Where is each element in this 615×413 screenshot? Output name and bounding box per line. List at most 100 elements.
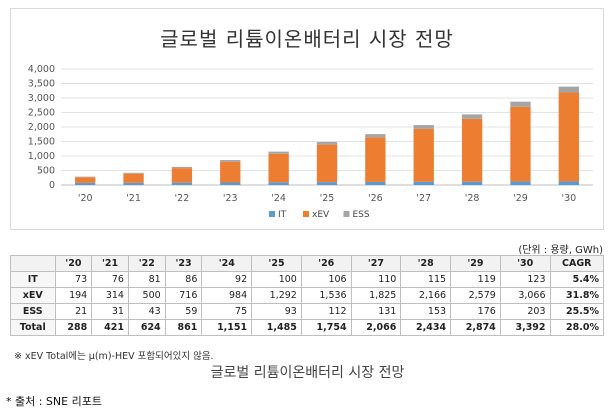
table-cell: 59 (164, 303, 203, 320)
bar-xev-3 (220, 161, 241, 183)
y-tick-label: 1,000 (28, 151, 55, 162)
bar-it-10 (558, 181, 579, 185)
y-tick-label: 3,000 (28, 93, 55, 104)
table-cell: 100 (251, 271, 302, 288)
table-cell: 73 (54, 271, 93, 288)
bar-xev-9 (510, 106, 531, 182)
table-unit: (단위 : 용량, GWh) (518, 245, 603, 256)
table-cell: 2,434 (400, 319, 452, 336)
table-row-it: IT 73 76 81 86 92 100 106 110 115 119 12… (10, 271, 605, 288)
table-cell: 110 (350, 271, 402, 288)
x-tick-label: '23 (223, 193, 238, 204)
cagr-cell: 25.5% (549, 303, 605, 320)
table-cell: 112 (300, 303, 352, 320)
bar-ess-3 (220, 160, 241, 162)
header-cell: '27 (350, 255, 402, 272)
table-cell: 1,485 (251, 319, 302, 336)
bar-it-4 (268, 182, 289, 185)
x-tick-label: '20 (78, 193, 93, 204)
bar-ess-2 (171, 166, 193, 169)
table-cell: 153 (400, 303, 452, 320)
table-cell: 861 (164, 319, 203, 336)
y-tick-label: 4,000 (28, 64, 55, 75)
x-tick-label: '26 (368, 193, 383, 204)
footnote: ※ xEV Total에는 μ(m)-HEV 포함되어있지 않음. (14, 351, 214, 362)
table-cell: 194 (54, 287, 93, 304)
table-cell: 76 (91, 271, 129, 288)
header-cell: '21 (91, 255, 129, 272)
bar-xev-4 (268, 153, 289, 183)
bar-it-0 (75, 182, 96, 185)
bar-ess-5 (316, 141, 338, 145)
table-cell: 131 (350, 303, 402, 320)
table-cell: 31 (91, 303, 129, 320)
x-tick-label: '25 (320, 193, 335, 204)
bar-xev-5 (316, 144, 338, 183)
bar-it-6 (365, 181, 386, 185)
chart-panel: 글로벌 리튬이온배터리 시장 전망 0 500 1,000 1,500 2,000 2,5… (10, 8, 604, 230)
y-tick-label: 3,500 (28, 79, 55, 90)
table-cell: 2,166 (400, 287, 452, 304)
table-cell: 716 (164, 287, 203, 304)
header-cell: '26 (300, 255, 352, 272)
bar-ess-7 (413, 125, 434, 129)
header-cell: '28 (400, 255, 452, 272)
table-cell: 3,066 (499, 287, 551, 304)
table-cell: 86 (164, 271, 203, 288)
x-tick-label: '27 (416, 193, 431, 204)
bar-ess-4 (268, 151, 289, 154)
header-cell: '24 (201, 255, 253, 272)
bar-it-3 (220, 182, 241, 185)
header-cell: '29 (450, 255, 501, 272)
bar-ess-9 (510, 101, 531, 107)
table-cell: 2,579 (450, 287, 501, 304)
legend-swatch-it (269, 211, 275, 217)
row-label: ESS (10, 303, 56, 320)
table-cell: 624 (127, 319, 166, 336)
x-tick-label: '30 (561, 193, 576, 204)
header-cell: '23 (164, 255, 203, 272)
bar-xev-8 (461, 118, 483, 182)
bar-it-1 (123, 182, 144, 185)
table-cell: 500 (127, 287, 166, 304)
y-tick-label: 0 (49, 180, 55, 191)
row-label: Total (10, 319, 56, 336)
header-cell: '20 (54, 255, 93, 272)
x-tick-label: '21 (126, 193, 141, 204)
figure-caption: 글로벌 리튬이온배터리 시장 전망 (210, 365, 405, 381)
legend-label-xev: xEV (312, 210, 330, 220)
x-tick-label: '28 (465, 193, 480, 204)
table-cell: 1,536 (300, 287, 352, 304)
table-cell: 75 (201, 303, 253, 320)
legend-label-it: IT (278, 210, 287, 220)
table-header-row: '20 '21 '22 '23 '24 '25 '26 '27 '28 '29 … (10, 255, 605, 272)
header-cell: CAGR (549, 255, 605, 272)
bar-ess-10 (558, 86, 579, 93)
bar-xev-0 (75, 177, 96, 183)
table-cell: 1,292 (251, 287, 302, 304)
legend-swatch-xev (303, 211, 309, 217)
table-cell: 288 (54, 319, 93, 336)
data-table: '20 '21 '22 '23 '24 '25 '26 '27 '28 '29 … (10, 255, 605, 336)
table-cell: 1,754 (300, 319, 352, 336)
x-tick-label: '22 (175, 193, 190, 204)
y-tick-label: 2,000 (28, 122, 55, 133)
y-tick-label: 2,500 (28, 108, 55, 119)
table-cell: 314 (91, 287, 129, 304)
cagr-cell: 5.4% (549, 271, 605, 288)
row-label: xEV (10, 287, 56, 304)
table-cell: 176 (450, 303, 501, 320)
table-row-xev: xEV 194 314 500 716 984 1,292 1,536 1,82… (10, 287, 605, 304)
table-cell: 106 (300, 271, 352, 288)
table-cell: 123 (499, 271, 551, 288)
legend-swatch-ess (343, 211, 350, 217)
table-cell: 984 (201, 287, 253, 304)
stacked-bar-chart: 0 500 1,000 1,500 2,000 2,500 3,000 3,500 4,000 '… (28, 64, 593, 220)
table-cell: 1,151 (201, 319, 253, 336)
bar-it-9 (510, 181, 531, 185)
bar-it-2 (171, 182, 193, 185)
cagr-cell: 31.8% (549, 287, 605, 304)
header-cell: '25 (251, 255, 302, 272)
x-tick-label: '24 (271, 193, 286, 204)
y-tick-label: 500 (37, 166, 55, 177)
